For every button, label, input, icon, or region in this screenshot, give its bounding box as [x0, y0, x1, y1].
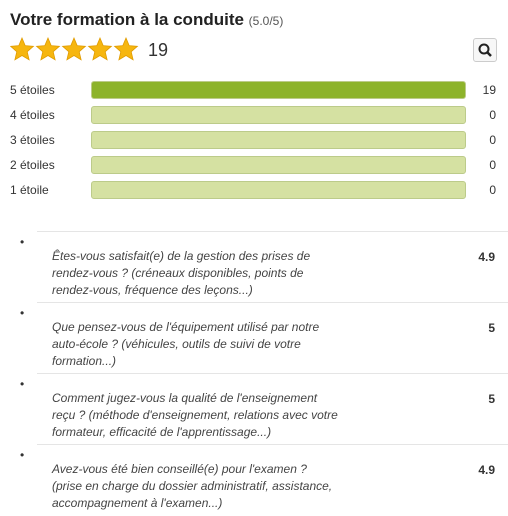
rating-label: 1 étoile: [10, 183, 49, 197]
rating-bar-track: [91, 81, 466, 99]
rating-count: 19: [482, 83, 496, 97]
title-row: Votre formation à la conduite (5.0/5): [10, 10, 283, 30]
question-text: Que pensez-vous de l'équipement utilisé …: [52, 320, 320, 334]
rating-label: 4 étoiles: [10, 108, 55, 122]
question-text: auto-école ? (véhicules, outils de suivi…: [52, 337, 301, 351]
question-text: formateur, efficacité de l'apprentissage…: [52, 425, 272, 439]
question-text: Comment jugez-vous la qualité de l'ensei…: [52, 391, 318, 405]
bullet: •: [20, 235, 25, 249]
rating-bar: [92, 82, 465, 98]
separator: [37, 373, 508, 374]
question-text: Êtes-vous satisfait(e) de la gestion des…: [52, 249, 311, 263]
separator: [37, 444, 508, 445]
rating-count: 0: [489, 158, 496, 172]
rating-bar-track: [91, 131, 466, 149]
question-text: (prise en charge du dossier administrati…: [52, 479, 333, 493]
title: Votre formation à la conduite: [10, 10, 244, 29]
rating-count: 0: [489, 108, 496, 122]
question-text: Avez-vous été bien conseillé(e) pour l'e…: [52, 462, 307, 476]
review-count: 19: [148, 40, 169, 60]
question-text: rendez-vous ? (créneaux disponibles, poi…: [52, 266, 304, 280]
bullet: •: [20, 448, 25, 462]
search-button[interactable]: [473, 38, 497, 62]
rating-label: 3 étoiles: [10, 133, 55, 147]
rating: (5.0/5): [248, 14, 284, 28]
question-score: 5: [488, 321, 495, 335]
bullet: •: [20, 306, 25, 320]
question-score: 4.9: [478, 463, 495, 477]
bullet: •: [20, 377, 25, 391]
question-text: reçu ? (méthode d'enseignement, relation…: [52, 408, 338, 422]
rating-label: 2 étoiles: [10, 158, 55, 172]
question-score: 5: [488, 392, 495, 406]
question-text: accompagnement à l'examen...): [52, 496, 223, 510]
rating-label: 5 étoiles: [10, 83, 55, 97]
stars: [10, 37, 138, 61]
question-text: rendez-vous, fréquence des leçons...): [52, 283, 253, 297]
rating-bar-track: [91, 156, 466, 174]
question-text: formation...): [52, 354, 117, 368]
rating-count: 0: [489, 183, 496, 197]
question-score: 4.9: [478, 250, 495, 264]
rating-bar-track: [91, 181, 466, 199]
rating-count: 0: [489, 133, 496, 147]
rating-bar-track: [91, 106, 466, 124]
separator: [37, 231, 508, 232]
search-icon: [478, 43, 492, 57]
separator: [37, 302, 508, 303]
